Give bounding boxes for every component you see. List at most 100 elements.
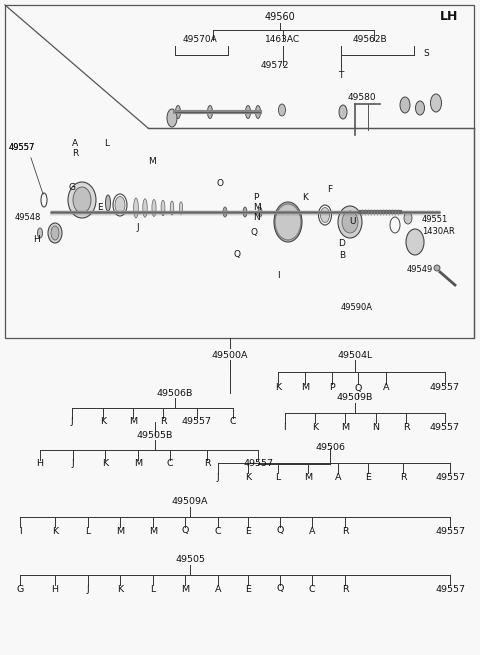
Text: 49580: 49580: [348, 92, 376, 102]
Text: 1463AC: 1463AC: [265, 35, 300, 45]
Ellipse shape: [406, 229, 424, 255]
Text: 49557: 49557: [9, 143, 35, 153]
Text: P: P: [253, 193, 259, 202]
Text: 49548: 49548: [15, 214, 41, 223]
Text: D: D: [338, 238, 346, 248]
Text: F: F: [327, 185, 333, 195]
Text: Q: Q: [276, 527, 284, 536]
Ellipse shape: [170, 201, 174, 215]
Text: M: M: [148, 157, 156, 166]
Text: L: L: [150, 584, 156, 593]
Text: M: M: [253, 204, 261, 212]
Ellipse shape: [255, 105, 261, 119]
Text: 49551: 49551: [422, 215, 448, 225]
Ellipse shape: [152, 200, 156, 217]
Text: J: J: [216, 472, 219, 481]
Ellipse shape: [223, 207, 227, 217]
Text: I: I: [276, 271, 279, 280]
Text: Q: Q: [233, 250, 240, 259]
Ellipse shape: [207, 105, 213, 119]
Text: M: M: [304, 472, 312, 481]
Text: E: E: [245, 527, 251, 536]
Text: L: L: [276, 472, 281, 481]
Ellipse shape: [133, 198, 138, 218]
Text: K: K: [102, 460, 108, 468]
Text: N: N: [253, 214, 260, 223]
Text: S: S: [423, 48, 429, 58]
Ellipse shape: [48, 223, 62, 243]
Text: 49560: 49560: [264, 12, 295, 22]
Ellipse shape: [258, 207, 262, 217]
Text: R: R: [204, 460, 210, 468]
Ellipse shape: [51, 226, 59, 240]
Text: K: K: [245, 472, 251, 481]
Ellipse shape: [115, 196, 125, 214]
Text: Q: Q: [251, 229, 257, 238]
Text: C: C: [309, 584, 315, 593]
Text: C: C: [167, 460, 173, 468]
Text: I: I: [19, 527, 22, 536]
Ellipse shape: [339, 105, 347, 119]
Text: M: M: [129, 417, 137, 426]
Text: Q: Q: [354, 383, 362, 392]
Text: A: A: [335, 472, 341, 481]
Text: M: M: [181, 584, 189, 593]
Text: 49506B: 49506B: [157, 388, 193, 398]
Text: 49509A: 49509A: [172, 498, 208, 506]
Ellipse shape: [416, 101, 424, 115]
Text: K: K: [312, 422, 318, 432]
Text: 49557: 49557: [430, 422, 460, 432]
Ellipse shape: [161, 200, 165, 215]
Text: 49557: 49557: [435, 472, 465, 481]
Text: E: E: [365, 472, 371, 481]
Text: A: A: [309, 527, 315, 536]
Text: G: G: [69, 183, 75, 193]
Text: H: H: [36, 460, 44, 468]
Text: R: R: [400, 472, 406, 481]
Ellipse shape: [321, 208, 329, 223]
Text: J: J: [137, 223, 139, 233]
Text: Q: Q: [276, 584, 284, 593]
Text: 49562B: 49562B: [353, 35, 387, 45]
Text: L: L: [105, 138, 109, 147]
Ellipse shape: [180, 202, 183, 214]
Text: 49557: 49557: [430, 383, 460, 392]
Text: R: R: [72, 149, 78, 157]
Text: R: R: [342, 584, 348, 593]
Text: A: A: [72, 138, 78, 147]
Text: E: E: [97, 202, 103, 212]
Ellipse shape: [143, 198, 147, 217]
Text: K: K: [302, 193, 308, 202]
Text: K: K: [100, 417, 106, 426]
Text: 49557: 49557: [243, 460, 273, 468]
Text: E: E: [245, 584, 251, 593]
Text: J: J: [86, 584, 89, 593]
Ellipse shape: [338, 206, 362, 238]
Text: R: R: [342, 527, 348, 536]
Text: 49505B: 49505B: [137, 430, 173, 440]
Text: T: T: [338, 71, 344, 81]
Ellipse shape: [431, 94, 442, 112]
Ellipse shape: [176, 105, 180, 119]
Ellipse shape: [106, 195, 110, 211]
Text: M: M: [301, 383, 309, 392]
Text: G: G: [16, 584, 24, 593]
Text: LH: LH: [440, 10, 458, 24]
Text: 49590A: 49590A: [341, 303, 373, 312]
Text: A: A: [215, 584, 221, 593]
Text: K: K: [117, 584, 123, 593]
Text: 49506: 49506: [315, 443, 345, 453]
Ellipse shape: [342, 211, 358, 233]
Text: 49570A: 49570A: [182, 35, 217, 45]
Text: C: C: [230, 417, 236, 426]
Text: A: A: [383, 383, 389, 392]
Text: H: H: [34, 236, 40, 244]
Text: 1430AR: 1430AR: [421, 227, 455, 236]
Text: R: R: [160, 417, 166, 426]
Text: L: L: [85, 527, 91, 536]
Text: 49509B: 49509B: [337, 394, 373, 403]
Text: I: I: [284, 422, 287, 432]
Text: U: U: [350, 217, 356, 227]
Ellipse shape: [274, 202, 302, 242]
Ellipse shape: [400, 97, 410, 113]
